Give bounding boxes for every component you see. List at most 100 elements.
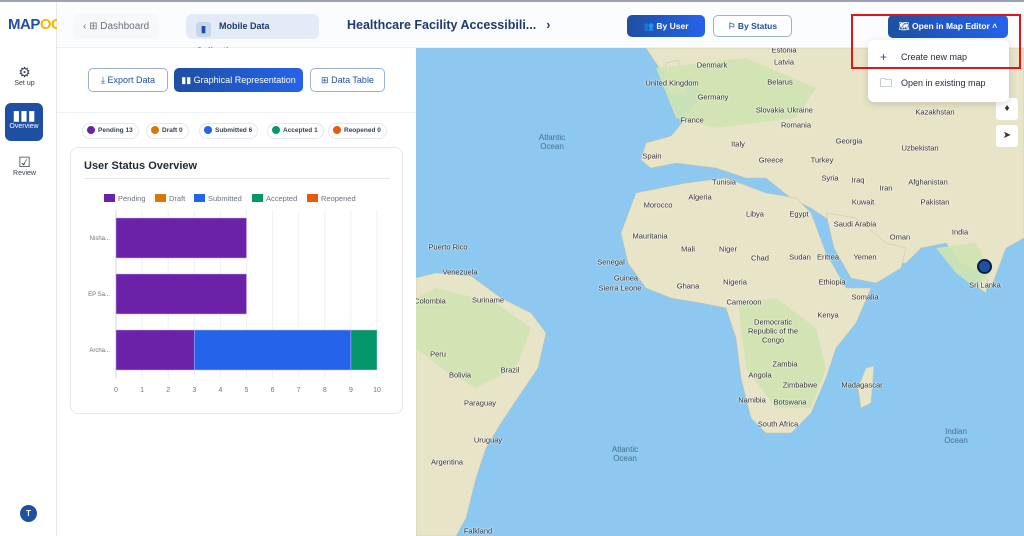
open-in-map-editor-button[interactable]: 🗺 Open in Map Editor ˄ bbox=[888, 15, 1008, 38]
map-label: Morocco bbox=[643, 200, 673, 210]
navigation-arrow-icon: ➤ bbox=[1002, 130, 1012, 141]
chevron-left-icon: ‹ ⊞ bbox=[83, 21, 101, 32]
map-label: Yemen bbox=[853, 252, 877, 262]
create-new-map-item[interactable]: + Create new map bbox=[868, 45, 1009, 69]
sidebar-item-review[interactable]: ☑ Review bbox=[6, 150, 43, 188]
map-label: Sudan bbox=[789, 252, 811, 262]
map-label: Zambia bbox=[772, 359, 798, 369]
land-masses bbox=[416, 48, 1024, 536]
x-tick-label: 0 bbox=[114, 387, 118, 394]
status-pill-reopened[interactable]: Reopened 0 bbox=[328, 123, 387, 139]
map-label: Slovakia bbox=[755, 105, 785, 115]
legend-label: Accepted bbox=[266, 194, 297, 203]
x-tick-label: 1 bbox=[140, 387, 144, 394]
legend-swatch bbox=[194, 194, 205, 202]
export-data-button[interactable]: ⤓ Export Data bbox=[88, 68, 168, 92]
map-label: Ghana bbox=[676, 281, 700, 291]
sidebar-item-label: Review bbox=[13, 170, 36, 177]
sidebar-item-overview[interactable]: ▮▮▮ Overview bbox=[5, 103, 43, 141]
map-label: Greece bbox=[758, 155, 784, 165]
pill-label: Draft bbox=[162, 127, 178, 134]
users-icon: 👥 bbox=[643, 21, 657, 31]
x-tick-label: 6 bbox=[271, 387, 275, 394]
data-table-label: Data Table bbox=[331, 75, 374, 85]
x-tick-label: 7 bbox=[297, 387, 301, 394]
data-table-button[interactable]: ⊞ Data Table bbox=[310, 68, 385, 92]
map-label: Niger bbox=[719, 244, 737, 254]
pill-label: Reopened bbox=[344, 127, 376, 134]
y-category-label: Archa... bbox=[89, 348, 110, 354]
status-pill-draft[interactable]: Draft 0 bbox=[146, 123, 189, 139]
map-label: Democratic Republic of the Congo bbox=[747, 317, 799, 345]
locate-button[interactable]: ➤ bbox=[996, 125, 1018, 147]
status-dot-icon bbox=[87, 125, 95, 134]
map-label: Suriname bbox=[471, 295, 505, 305]
location-marker[interactable] bbox=[977, 259, 992, 274]
graphical-representation-button[interactable]: ▮▮ Graphical Representation bbox=[174, 68, 303, 92]
status-pill-accepted[interactable]: Accepted 1 bbox=[267, 123, 324, 139]
map-view[interactable]: Atlantic Ocean Atlantic Ocean Indian Ocean… bbox=[416, 48, 1024, 536]
bar-chart-icon: ▮▮ bbox=[181, 75, 194, 85]
legend-label: Pending bbox=[118, 194, 146, 203]
map-label: Spain bbox=[642, 151, 662, 161]
sidebar-item-setup[interactable]: ⚙ Set up bbox=[6, 60, 43, 98]
open-existing-map-item[interactable]: 🗀 Open in existing map bbox=[868, 71, 1009, 95]
bar-segment-pending bbox=[115, 273, 247, 315]
breadcrumb-dashboard: Dashboard bbox=[100, 21, 150, 32]
status-pill-submitted[interactable]: Submitted 6 bbox=[199, 123, 259, 139]
map-label: France bbox=[680, 115, 704, 125]
pill-count: 6 bbox=[248, 127, 253, 134]
pill-label: Accepted bbox=[283, 127, 313, 134]
x-tick-label: 3 bbox=[192, 387, 196, 394]
compass-button[interactable]: ♦ bbox=[996, 98, 1018, 120]
map-label: Argentina bbox=[430, 457, 464, 467]
map-label: United Kingdom bbox=[645, 78, 699, 88]
project-title[interactable]: Healthcare Facility Accessibili... › bbox=[347, 18, 550, 32]
user-status-chart-card: User Status Overview 0 1 2 3 4 5 6 7 8 9 10 Pending… bbox=[70, 147, 403, 414]
map-label: Kuwait bbox=[851, 197, 875, 207]
legend-label: Draft bbox=[169, 194, 186, 203]
map-label: Somalia bbox=[851, 292, 879, 302]
open-existing-map-label: Open in existing map bbox=[901, 78, 986, 88]
map-label: Atlantic Ocean bbox=[611, 445, 639, 463]
highlight-box bbox=[851, 14, 1021, 69]
sidebar: MAPOG ⚙ Set up ▮▮▮ Overview ☑ Review T bbox=[0, 2, 63, 536]
map-label: Georgia bbox=[835, 136, 863, 146]
map-label: Senegal bbox=[597, 257, 625, 267]
map-label: Oman bbox=[889, 232, 911, 242]
map-label: Turkey bbox=[810, 155, 834, 165]
map-editor-dropdown: + Create new map 🗀 Open in existing map bbox=[868, 40, 1009, 102]
bar-segment-pending bbox=[115, 329, 195, 371]
status-dot-icon bbox=[204, 125, 212, 134]
x-tick-label: 8 bbox=[323, 387, 327, 394]
map-label: Kenya bbox=[817, 310, 839, 320]
map-label: Sri Lanka bbox=[969, 280, 1001, 290]
map-label: Falkland bbox=[463, 526, 493, 536]
bar-chart-icon: ▮▮▮ bbox=[12, 107, 36, 123]
map-label: Cameroon bbox=[726, 297, 762, 307]
by-user-button[interactable]: 👥 By User bbox=[627, 15, 705, 37]
map-label: Brazil bbox=[500, 365, 520, 375]
by-status-button[interactable]: ⚐ By Status bbox=[713, 15, 792, 37]
status-pill-pending[interactable]: Pending 13 bbox=[82, 123, 139, 139]
legend-swatch bbox=[307, 194, 318, 202]
map-label: Sierra Leone bbox=[598, 283, 642, 293]
folder-icon: 🗀 bbox=[880, 76, 893, 90]
map-label: Uruguay bbox=[473, 435, 503, 445]
avatar[interactable]: T bbox=[20, 505, 37, 522]
module-breadcrumb[interactable]: ▮Mobile Data Collection bbox=[186, 14, 319, 56]
map-label: Ethiopia bbox=[818, 277, 846, 287]
back-to-dashboard[interactable]: ‹ ⊞ Dashboard bbox=[73, 14, 160, 39]
map-label: Syria bbox=[821, 173, 839, 183]
map-label: Colombia bbox=[416, 296, 446, 306]
logo[interactable]: MAPOG bbox=[8, 16, 63, 33]
x-tick-label: 10 bbox=[373, 387, 381, 394]
map-label: Belarus bbox=[767, 77, 793, 87]
chevron-up-icon: ˄ bbox=[989, 21, 998, 31]
map-label: Botswana bbox=[773, 397, 807, 407]
status-dot-icon bbox=[151, 125, 159, 134]
madagascar-land bbox=[857, 365, 875, 409]
arabia-land bbox=[825, 212, 907, 284]
map-label: Iraq bbox=[851, 175, 865, 185]
pill-count: 0 bbox=[178, 127, 183, 134]
